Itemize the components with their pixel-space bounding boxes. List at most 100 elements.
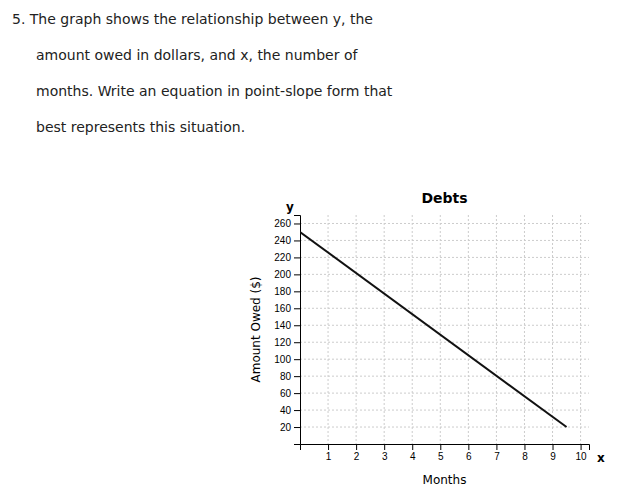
marks bbox=[300, 232, 567, 427]
grid-line-y bbox=[300, 427, 589, 428]
grid-line-y bbox=[300, 410, 589, 411]
y-tick-mark bbox=[294, 325, 300, 326]
y-tick-mark bbox=[294, 410, 300, 411]
chart-title: Debts bbox=[421, 190, 467, 206]
x-tick: 6 bbox=[466, 444, 472, 462]
y-axis-line bbox=[294, 216, 301, 445]
grid-line-y bbox=[300, 393, 589, 394]
question-text: 5. The graph shows the relationship betw… bbox=[12, 11, 373, 27]
grid-line-y bbox=[300, 291, 589, 292]
x-tick-label: 7 bbox=[494, 451, 500, 462]
question-text: amount owed in dollars, and x, the numbe… bbox=[36, 47, 358, 63]
y-tick-mark bbox=[294, 291, 300, 292]
y-tick: 200 bbox=[274, 269, 300, 280]
data-line bbox=[300, 232, 567, 427]
y-tick-label: 40 bbox=[280, 405, 292, 416]
x-tick-label: 3 bbox=[382, 451, 388, 462]
grid-line-y bbox=[300, 359, 589, 360]
y-axis: 20 40 60 80 100 120 140 160 180 200 220 240 260 bbox=[274, 216, 300, 445]
x-tick-label: 8 bbox=[522, 451, 528, 462]
plot: 1 2 3 4 5 6 7 8 9 10 20 40 60 80 100 120 140 160 180 200 220… bbox=[274, 215, 589, 462]
y-tick-label: 160 bbox=[274, 303, 291, 314]
y-tick: 260 bbox=[274, 218, 300, 229]
y-tick: 220 bbox=[274, 252, 300, 263]
x-tick-mark bbox=[496, 444, 497, 450]
x-tick-mark bbox=[468, 444, 469, 450]
y-tick-mark bbox=[294, 257, 300, 258]
x-tick: 7 bbox=[494, 444, 500, 462]
y-tick-mark bbox=[294, 274, 300, 275]
y-tick: 160 bbox=[274, 303, 300, 314]
x-tick: 5 bbox=[438, 444, 444, 462]
x-tick-label: 9 bbox=[550, 451, 556, 462]
y-tick-label: 220 bbox=[274, 252, 291, 263]
y-axis-title: Amount Owed ($) bbox=[249, 276, 263, 382]
question-text: best represents this situation. bbox=[36, 119, 245, 135]
y-tick: 80 bbox=[280, 371, 300, 382]
x-tick-label: 10 bbox=[576, 451, 588, 462]
x-tick: 2 bbox=[354, 444, 360, 462]
grid-line-y bbox=[300, 274, 589, 275]
x-tick-mark bbox=[524, 444, 525, 450]
x-tick-mark bbox=[581, 444, 582, 450]
x-tick-label: 2 bbox=[354, 451, 360, 462]
y-tick-mark bbox=[294, 359, 300, 360]
x-tick-mark bbox=[440, 444, 441, 450]
x-tick: 8 bbox=[522, 444, 528, 462]
y-tick: 240 bbox=[274, 235, 300, 246]
x-axis: 1 2 3 4 5 6 7 8 9 10 bbox=[301, 444, 590, 462]
x-tick-label: 5 bbox=[438, 451, 444, 462]
y-tick-label: 140 bbox=[274, 320, 291, 331]
x-axis-line bbox=[301, 445, 590, 451]
x-axis-title: Months bbox=[423, 473, 467, 487]
y-tick-label: 260 bbox=[274, 218, 291, 229]
y-tick-mark bbox=[294, 427, 300, 428]
x-variable-label: x bbox=[597, 451, 605, 465]
y-tick-label: 20 bbox=[280, 422, 292, 433]
grid-line-y bbox=[300, 325, 589, 326]
grid-line-y bbox=[300, 257, 589, 258]
y-tick-mark bbox=[294, 240, 300, 241]
x-tick-label: 6 bbox=[466, 451, 472, 462]
y-tick: 60 bbox=[280, 388, 300, 399]
x-tick-mark bbox=[328, 444, 329, 450]
chart-svg: 5. The graph shows the relationship betw… bbox=[0, 0, 629, 496]
y-tick: 180 bbox=[274, 286, 300, 297]
x-tick-mark bbox=[356, 444, 357, 450]
x-tick: 3 bbox=[382, 444, 388, 462]
y-tick-label: 80 bbox=[280, 371, 292, 382]
grid-line-y bbox=[300, 240, 589, 241]
question-text: months. Write an equation in point-slope… bbox=[36, 83, 393, 99]
x-tick: 1 bbox=[326, 444, 332, 462]
x-tick-mark bbox=[412, 444, 413, 450]
grid bbox=[300, 215, 589, 444]
y-variable-label: y bbox=[286, 200, 294, 214]
grid-line-y bbox=[300, 308, 589, 309]
x-tick: 10 bbox=[576, 444, 588, 462]
y-tick: 20 bbox=[280, 422, 300, 433]
grid-line-y bbox=[300, 342, 589, 343]
y-tick: 140 bbox=[274, 320, 300, 331]
y-tick-mark bbox=[294, 376, 300, 377]
x-tick: 4 bbox=[410, 444, 416, 462]
y-tick: 120 bbox=[274, 337, 300, 348]
y-tick-mark bbox=[294, 393, 300, 394]
x-tick: 9 bbox=[550, 444, 556, 462]
y-tick-label: 60 bbox=[280, 388, 292, 399]
x-tick-label: 1 bbox=[326, 451, 332, 462]
grid-line-y bbox=[300, 223, 589, 224]
x-tick-label: 4 bbox=[410, 451, 416, 462]
grid-line-y bbox=[300, 376, 589, 377]
y-tick-label: 240 bbox=[274, 235, 291, 246]
y-tick-mark bbox=[294, 223, 300, 224]
x-tick-mark bbox=[384, 444, 385, 450]
y-tick-label: 180 bbox=[274, 286, 291, 297]
y-tick: 100 bbox=[274, 354, 300, 365]
y-tick-label: 100 bbox=[274, 354, 291, 365]
x-tick-mark bbox=[553, 444, 554, 450]
y-tick-label: 200 bbox=[274, 269, 291, 280]
y-tick: 40 bbox=[280, 405, 300, 416]
y-tick-mark bbox=[294, 342, 300, 343]
y-tick-mark bbox=[294, 308, 300, 309]
y-tick-label: 120 bbox=[274, 337, 291, 348]
